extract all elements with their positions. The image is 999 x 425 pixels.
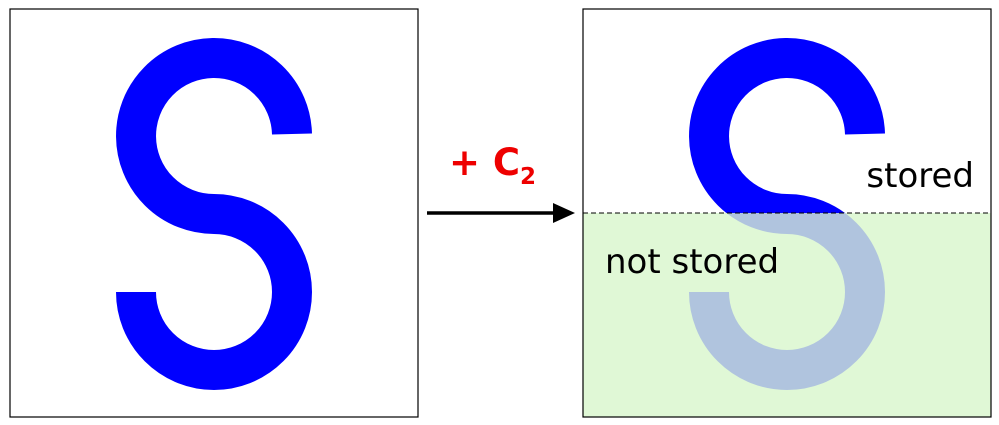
right-panel-frame <box>582 8 992 418</box>
operation-prefix: + C <box>449 141 520 184</box>
operation-label: + C2 <box>449 141 536 190</box>
operation: + C2 <box>427 141 575 223</box>
stored-label: stored <box>866 156 974 196</box>
operation-subscript: 2 <box>520 164 536 190</box>
full-s-shape <box>116 38 312 390</box>
left-panel <box>9 8 419 418</box>
not-stored-half-s-shape <box>689 213 885 390</box>
stored-half-s-shape <box>689 38 885 213</box>
not-stored-label: not stored <box>605 242 779 282</box>
arrow-head <box>553 203 575 223</box>
right-panel: stored not stored <box>582 8 992 418</box>
